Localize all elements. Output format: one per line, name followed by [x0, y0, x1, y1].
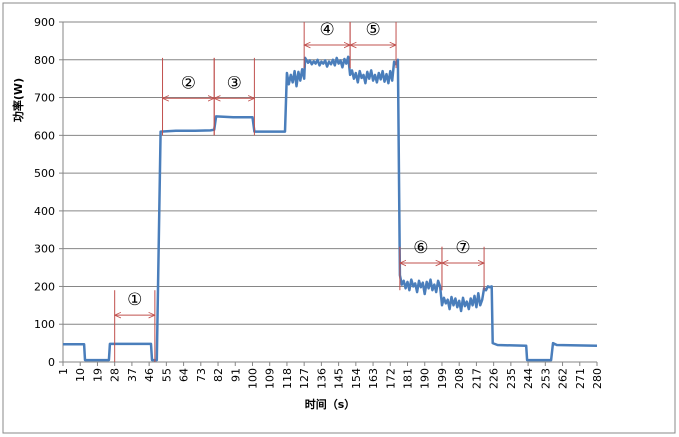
x-axis-label: 时间（s） — [305, 397, 356, 411]
x-tick-label: 73 — [195, 368, 208, 382]
y-tick-label: 800 — [34, 54, 55, 67]
x-tick-label: 262 — [557, 368, 570, 389]
x-tick-label: 154 — [350, 368, 363, 389]
x-tick-label: 226 — [488, 368, 501, 389]
x-tick-label: 82 — [212, 368, 225, 382]
y-tick-label: 300 — [34, 243, 55, 256]
y-tick-label: 0 — [48, 356, 55, 369]
x-tick-label: 55 — [160, 368, 173, 382]
x-tick-label: 127 — [298, 368, 311, 389]
x-tick-label: 244 — [522, 368, 535, 389]
x-tick-label: 163 — [367, 368, 380, 389]
y-tick-label: 200 — [34, 280, 55, 293]
x-tick-label: 46 — [143, 368, 156, 382]
annotation-label: ④ — [320, 20, 335, 40]
line-series — [63, 55, 598, 362]
annotation-label: ③ — [227, 73, 242, 93]
x-tick-label: 37 — [126, 368, 139, 382]
x-tick-label: 136 — [315, 368, 328, 389]
x-tick-label: 271 — [574, 368, 587, 389]
y-tick-label: 100 — [34, 318, 55, 331]
x-tick-label: 10 — [74, 368, 87, 382]
x-tick-label: 109 — [264, 368, 277, 389]
x-tick-label: 190 — [419, 368, 432, 389]
y-tick-label: 500 — [34, 167, 55, 180]
y-tick-label: 600 — [34, 129, 55, 142]
x-tick-label: 118 — [281, 368, 294, 389]
x-tick-label: 1 — [57, 368, 70, 375]
annotation-label: ① — [127, 290, 142, 310]
x-tick-label: 181 — [402, 368, 415, 389]
x-tick-label: 28 — [109, 368, 122, 382]
annotation-label: ⑥ — [413, 238, 428, 258]
x-tick-label: 199 — [436, 368, 449, 389]
y-axis-label: 功率(W) — [11, 78, 25, 122]
x-tick-label: 91 — [229, 368, 242, 382]
y-tick-label: 400 — [34, 205, 55, 218]
x-tick-label: 253 — [539, 368, 552, 389]
x-tick-label: 172 — [384, 368, 397, 389]
x-tick-label: 64 — [178, 368, 191, 382]
x-tick-label: 100 — [246, 368, 259, 389]
x-tick-label: 145 — [333, 368, 346, 389]
x-tick-label: 280 — [591, 368, 604, 389]
x-tick-label: 235 — [505, 368, 518, 389]
x-tick-label: 217 — [470, 368, 483, 389]
y-tick-label: 900 — [34, 16, 55, 29]
x-tick-label: 208 — [453, 368, 466, 389]
x-tick-label: 19 — [91, 368, 104, 382]
annotation-label: ⑦ — [455, 238, 470, 258]
y-tick-label: 700 — [34, 92, 55, 105]
annotation-label: ⑤ — [365, 20, 380, 40]
annotation-label: ② — [181, 73, 196, 93]
